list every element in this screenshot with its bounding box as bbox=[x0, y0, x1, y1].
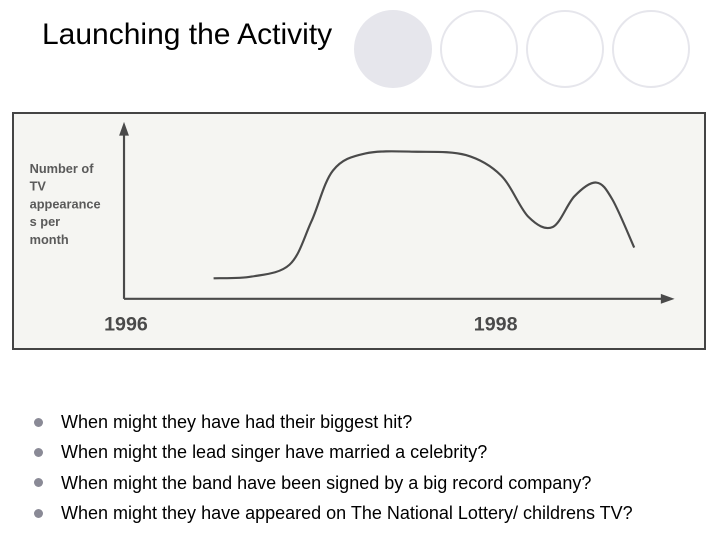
x-tick-label: 1998 bbox=[474, 313, 518, 335]
y-axis-label-line: month bbox=[30, 232, 69, 247]
decor-circle bbox=[612, 10, 690, 88]
chart-curve bbox=[214, 151, 635, 278]
decor-circle bbox=[354, 10, 432, 88]
decor-circle bbox=[526, 10, 604, 88]
y-axis-label-line: s per bbox=[30, 214, 61, 229]
bullet-icon bbox=[34, 448, 43, 457]
page-title: Launching the Activity bbox=[42, 18, 332, 52]
decor-circle bbox=[440, 10, 518, 88]
list-item: When might the band have been signed by … bbox=[34, 471, 694, 495]
y-axis-label-line: TV bbox=[30, 179, 47, 194]
bullet-list: When might they have had their biggest h… bbox=[34, 410, 694, 531]
chart-frame: Number of TV appearance s per month 1996… bbox=[12, 112, 706, 350]
chart-svg: Number of TV appearance s per month 1996… bbox=[14, 114, 704, 348]
bullet-icon bbox=[34, 509, 43, 518]
x-tick-label: 1996 bbox=[104, 313, 148, 335]
axes bbox=[119, 122, 675, 304]
bullet-text: When might the lead singer have married … bbox=[61, 440, 487, 464]
bullet-text: When might the band have been signed by … bbox=[61, 471, 591, 495]
y-axis-label-line: Number of bbox=[30, 161, 95, 176]
list-item: When might they have appeared on The Nat… bbox=[34, 501, 694, 525]
decor-circles bbox=[354, 10, 690, 88]
bullet-text: When might they have appeared on The Nat… bbox=[61, 501, 633, 525]
bullet-text: When might they have had their biggest h… bbox=[61, 410, 412, 434]
y-axis-label-line: appearance bbox=[30, 196, 101, 211]
list-item: When might the lead singer have married … bbox=[34, 440, 694, 464]
list-item: When might they have had their biggest h… bbox=[34, 410, 694, 434]
bullet-icon bbox=[34, 418, 43, 427]
bullet-icon bbox=[34, 478, 43, 487]
